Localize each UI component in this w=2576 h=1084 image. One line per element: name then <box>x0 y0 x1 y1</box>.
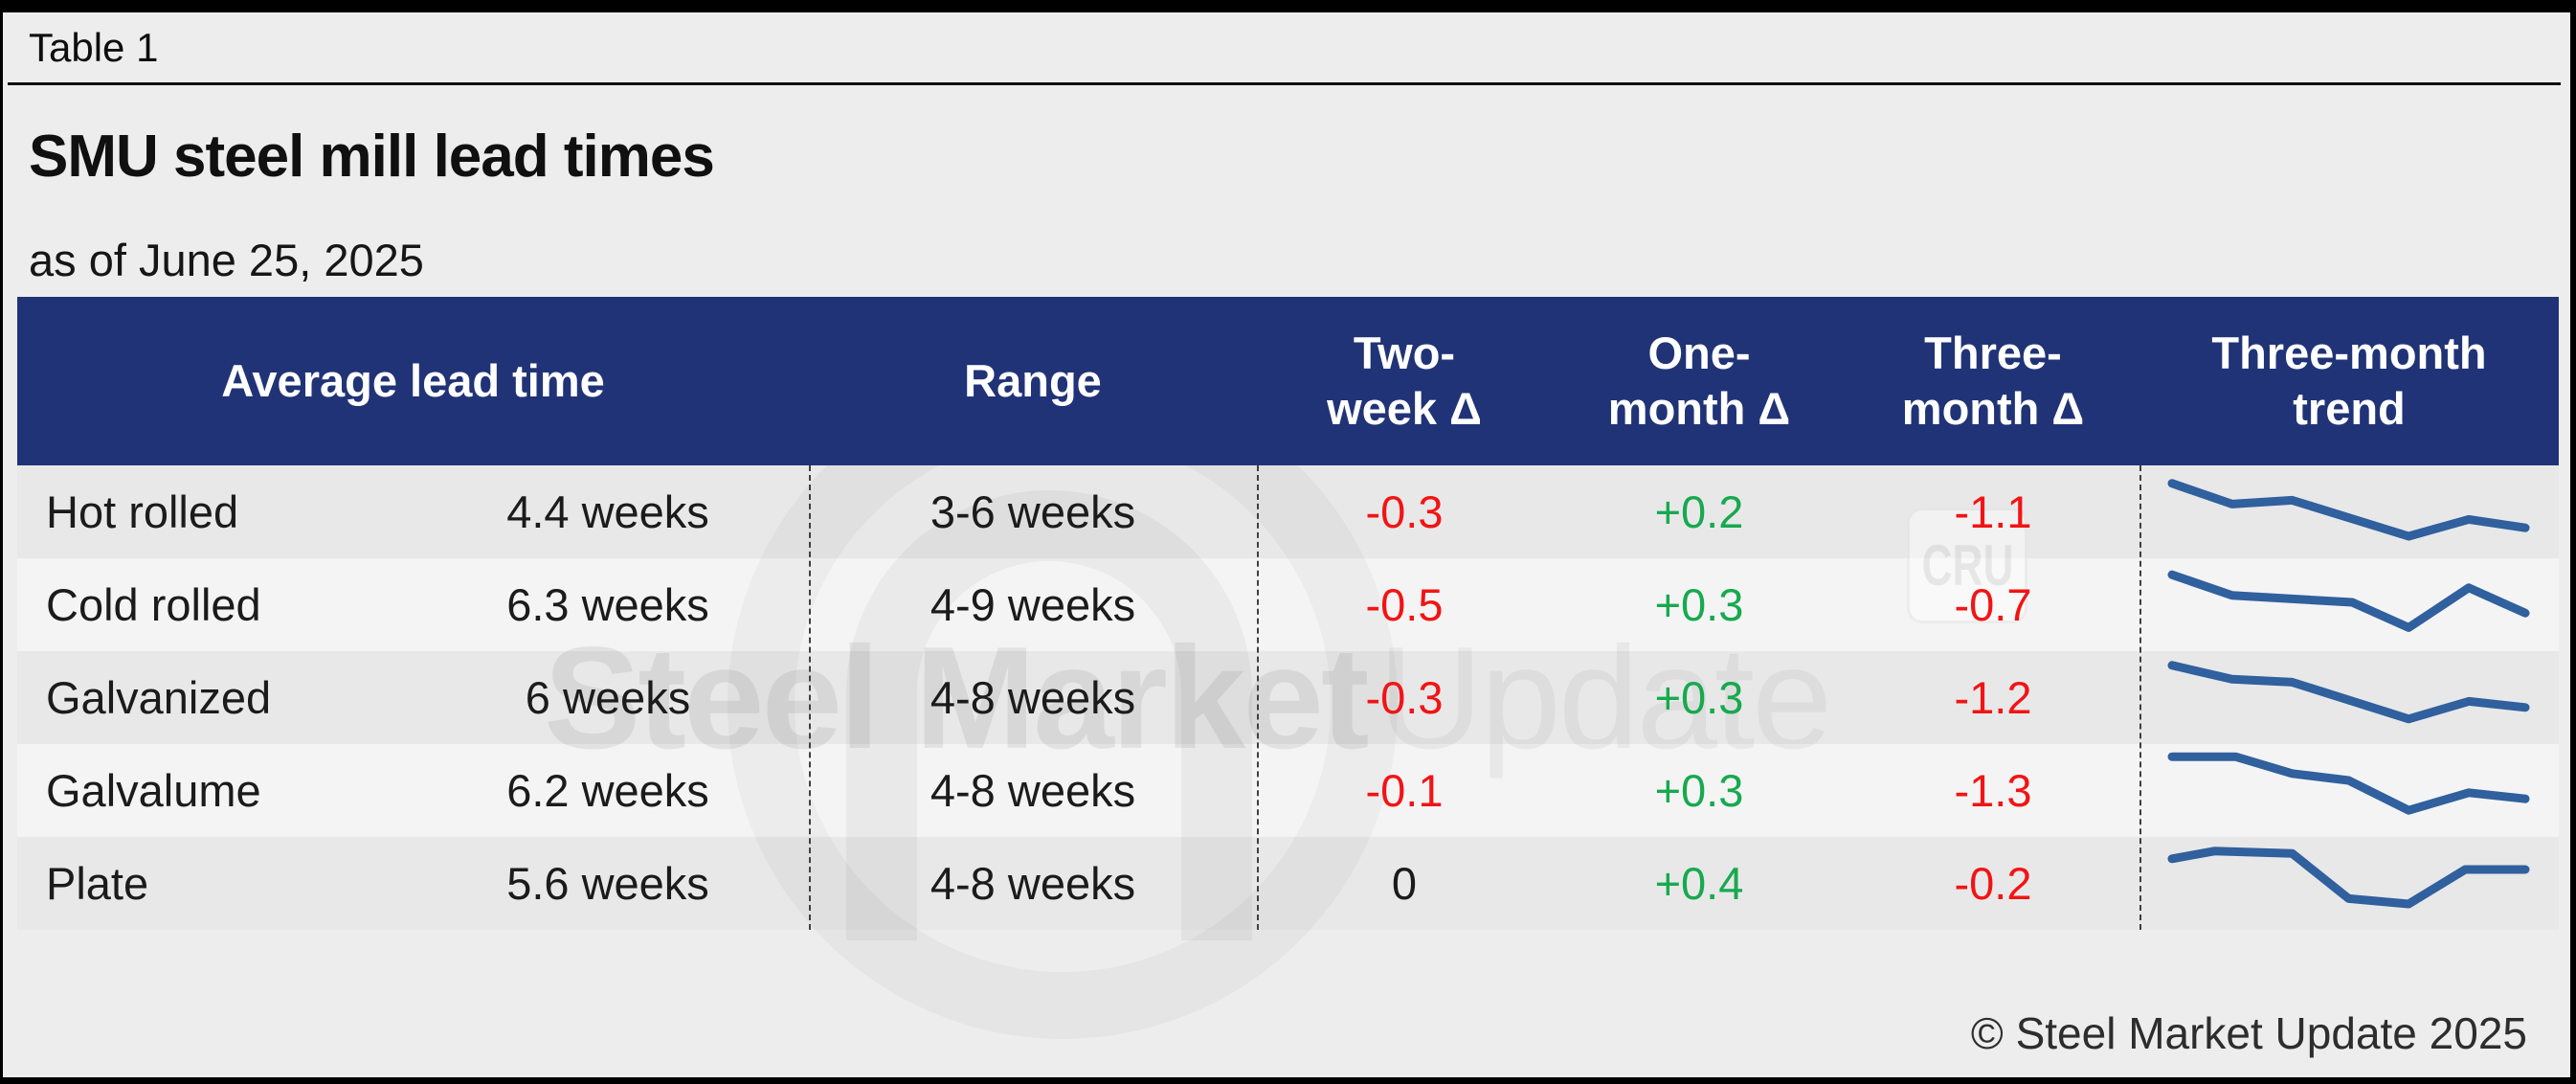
column-header-range: Range <box>964 354 1102 406</box>
one-month-delta: +0.3 <box>1654 672 1744 723</box>
three-month-delta: -0.7 <box>1954 579 2032 630</box>
range-value: 3-6 weeks <box>930 486 1136 537</box>
copyright-notice: © Steel Market Update 2025 <box>1970 1008 2527 1058</box>
product-name: Galvalume <box>46 765 261 816</box>
three-month-delta: -0.2 <box>1954 858 2032 909</box>
row-stripe <box>17 837 2559 930</box>
sparkline-path <box>2167 479 2530 541</box>
title-underline <box>8 82 2561 85</box>
table-row: Hot rolled 4.4 weeks 3-6 weeks -0.3 +0.2 -1.1 <box>17 465 2559 558</box>
trend-sparkline <box>2139 465 2559 558</box>
avg-lead-time-value: 4.4 weeks <box>506 486 709 537</box>
sparkline-path <box>2167 661 2530 724</box>
table-body: Hot rolled 4.4 weeks 3-6 weeks -0.3 +0.2 -1.1… <box>17 465 2559 930</box>
table-header-row: Average lead time Range Two- week Δ One-… <box>17 297 2559 465</box>
product-name: Hot rolled <box>46 486 239 537</box>
column-header-three-month-trend: Three-month trend <box>2211 327 2487 434</box>
table-row: Cold rolled 6.3 weeks 4-9 weeks -0.5 +0.3 -0.… <box>17 558 2559 651</box>
one-month-delta: +0.2 <box>1654 486 1744 537</box>
one-month-delta: +0.4 <box>1654 858 1744 909</box>
page-title: SMU steel mill lead times <box>29 124 715 190</box>
three-month-delta: -1.3 <box>1954 765 2032 816</box>
table-row: Plate 5.6 weeks 4-8 weeks 0 +0.4 -0.2 <box>17 837 2559 930</box>
table-row: Galvalume 6.2 weeks 4-8 weeks -0.1 +0.3 -1.3 <box>17 744 2559 837</box>
range-value: 4-8 weeks <box>930 858 1136 909</box>
avg-lead-time-value: 6.3 weeks <box>506 579 709 630</box>
product-name: Cold rolled <box>46 579 261 630</box>
table-row: Galvanized 6 weeks 4-8 weeks -0.3 +0.3 -1.2 <box>17 651 2559 744</box>
avg-lead-time-value: 5.6 weeks <box>506 858 709 909</box>
row-stripe <box>17 744 2559 837</box>
sparkline-path <box>2167 847 2530 909</box>
sparkline-path <box>2167 752 2530 815</box>
one-month-delta: +0.3 <box>1654 765 1744 816</box>
row-stripe <box>17 651 2559 744</box>
two-week-delta: -0.3 <box>1365 486 1444 537</box>
row-stripe <box>17 558 2559 651</box>
three-month-delta: -1.1 <box>1954 486 2032 537</box>
trend-sparkline <box>2139 558 2559 651</box>
trend-sparkline <box>2139 651 2559 744</box>
column-divider <box>1257 465 1259 930</box>
two-week-delta: -0.1 <box>1365 765 1444 816</box>
table-number-label: Table 1 <box>29 25 159 70</box>
column-header-three-month-delta: Three- month Δ <box>1901 327 2085 434</box>
range-value: 4-9 weeks <box>930 579 1136 630</box>
trend-sparkline <box>2139 744 2559 837</box>
border-right <box>2570 0 2576 1084</box>
range-value: 4-8 weeks <box>930 765 1136 816</box>
sparkline-path <box>2167 570 2530 632</box>
two-week-delta: -0.5 <box>1365 579 1444 630</box>
border-bottom <box>0 1077 2576 1084</box>
one-month-delta: +0.3 <box>1654 579 1744 630</box>
product-name: Galvanized <box>46 672 272 723</box>
trend-sparkline <box>2139 837 2559 930</box>
two-week-delta: 0 <box>1391 858 1418 909</box>
product-name: Plate <box>46 858 149 909</box>
range-value: 4-8 weeks <box>930 672 1136 723</box>
three-month-delta: -1.2 <box>1954 672 2032 723</box>
column-header-two-week-delta: Two- week Δ <box>1327 327 1482 434</box>
row-stripe <box>17 465 2559 558</box>
avg-lead-time-value: 6.2 weeks <box>506 765 709 816</box>
as-of-date: as of June 25, 2025 <box>29 235 424 285</box>
border-top <box>0 0 2576 12</box>
column-header-one-month-delta: One- month Δ <box>1607 327 1791 434</box>
column-divider <box>2139 465 2141 930</box>
column-divider <box>809 465 811 930</box>
two-week-delta: -0.3 <box>1365 672 1444 723</box>
column-header-average-lead-time: Average lead time <box>221 354 605 406</box>
avg-lead-time-value: 6 weeks <box>525 672 691 723</box>
border-left <box>0 0 3 1084</box>
